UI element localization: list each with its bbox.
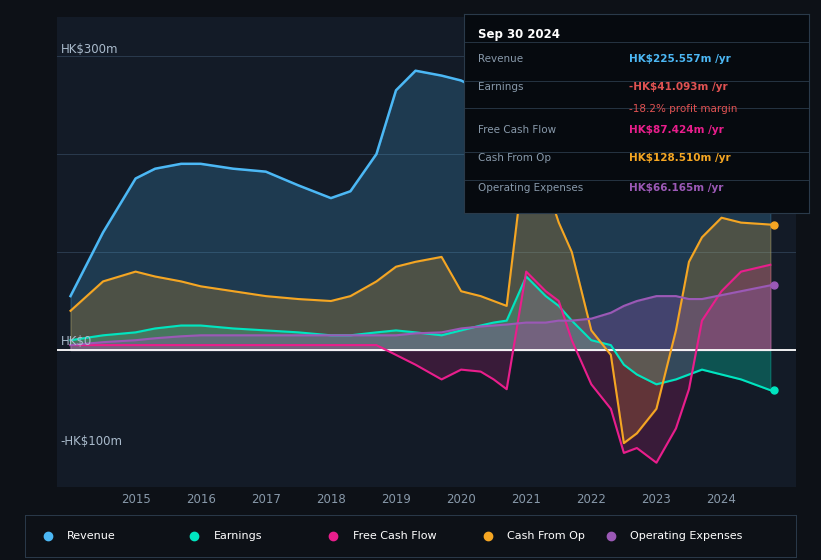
Text: Cash From Op: Cash From Op	[507, 531, 585, 541]
Text: Operating Expenses: Operating Expenses	[631, 531, 743, 541]
Text: -18.2% profit margin: -18.2% profit margin	[630, 105, 738, 114]
Text: Revenue: Revenue	[478, 54, 523, 64]
Text: Free Cash Flow: Free Cash Flow	[353, 531, 436, 541]
Text: Operating Expenses: Operating Expenses	[478, 183, 583, 193]
Text: HK$66.165m /yr: HK$66.165m /yr	[630, 183, 724, 193]
Text: HK$225.557m /yr: HK$225.557m /yr	[630, 54, 732, 64]
Text: HK$87.424m /yr: HK$87.424m /yr	[630, 125, 724, 136]
Text: Cash From Op: Cash From Op	[478, 153, 551, 163]
Text: -HK$41.093m /yr: -HK$41.093m /yr	[630, 82, 728, 92]
Text: Earnings: Earnings	[213, 531, 262, 541]
Text: Sep 30 2024: Sep 30 2024	[478, 28, 560, 41]
Text: Free Cash Flow: Free Cash Flow	[478, 125, 556, 136]
Text: Revenue: Revenue	[67, 531, 116, 541]
Text: -HK$100m: -HK$100m	[61, 435, 122, 448]
Text: HK$0: HK$0	[61, 335, 92, 348]
Text: HK$128.510m /yr: HK$128.510m /yr	[630, 153, 731, 163]
Text: HK$300m: HK$300m	[61, 43, 118, 56]
Text: Earnings: Earnings	[478, 82, 523, 92]
